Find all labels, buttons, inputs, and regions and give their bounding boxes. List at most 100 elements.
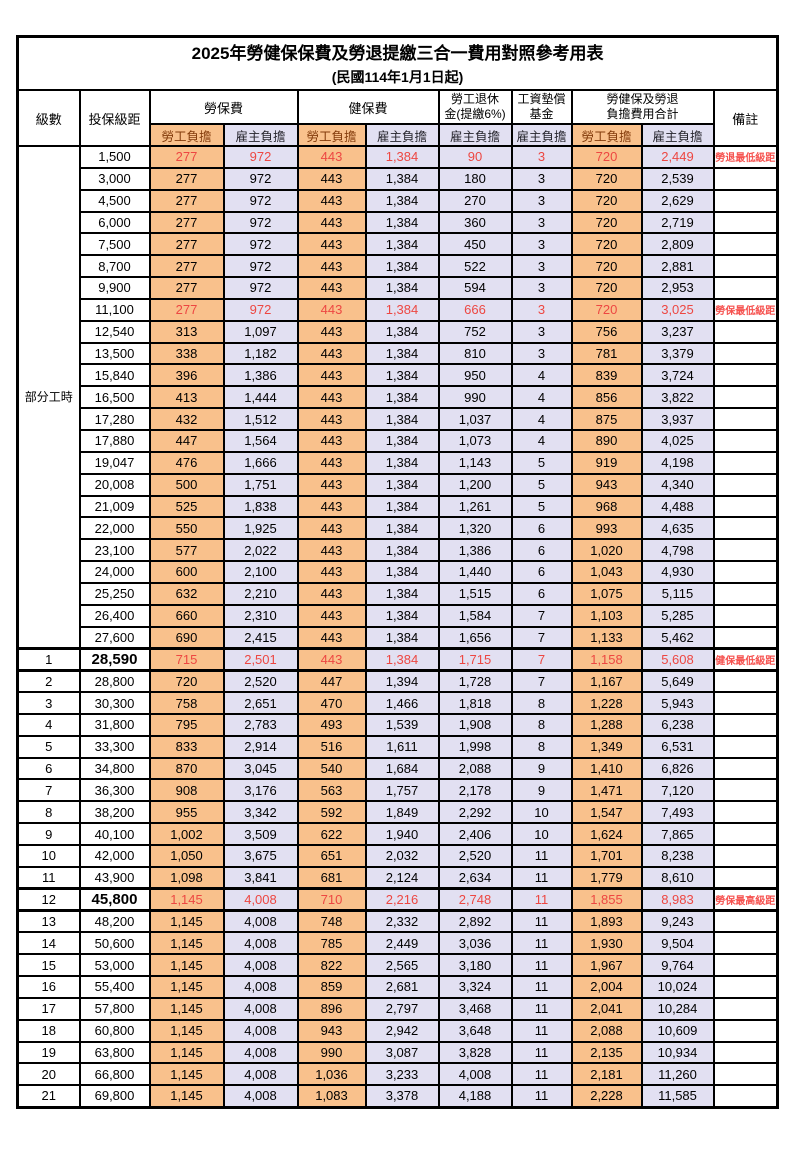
labor-ins-employer-cell: 4,008: [222, 1062, 299, 1087]
wage-fund-employer-cell: 11: [510, 975, 573, 999]
labor-ins-employer-cell: 3,841: [222, 865, 299, 890]
bracket-cell: 17,880: [78, 428, 151, 453]
total-employee-cell: 720: [570, 232, 643, 257]
pension-employer-cell: 3,648: [437, 1018, 513, 1043]
health-ins-employer-cell: 1,384: [364, 188, 440, 213]
labor-ins-employee-cell: 277: [148, 276, 225, 300]
bracket-cell: 15,840: [78, 363, 151, 388]
pension-employer-cell: 2,634: [437, 865, 513, 890]
health-ins-employee-cell: 822: [296, 953, 367, 978]
total-employee-cell: 919: [570, 450, 643, 475]
labor-ins-employee-cell: 277: [148, 232, 225, 257]
health-ins-employee-cell: 443: [296, 363, 367, 388]
table-row: 4 31,800 795 2,783 493 1,539 1,908 8 1,288 6,238: [16, 712, 779, 737]
table-row: 6,000 277 972 443 1,384 360 3 720 2,719: [18, 210, 779, 235]
total-employer-cell: 5,649: [640, 669, 715, 694]
total-employer-cell: 9,764: [640, 953, 715, 978]
table-row: 24,000 600 2,100 443 1,384 1,440 6 1,043 4,930: [18, 560, 779, 584]
table-row: 15 53,000 1,145 4,008 822 2,565 3,180 11 1,967 9,…: [16, 953, 779, 978]
remark-cell: [712, 560, 779, 584]
pension-employer-cell: 1,515: [437, 581, 513, 606]
wage-fund-employer-cell: 3: [510, 276, 573, 300]
health-ins-employee-cell: 443: [296, 516, 367, 541]
labor-ins-employer-cell: 2,520: [222, 669, 299, 694]
level-cell: 11: [16, 865, 81, 890]
health-ins-employee-cell: 443: [296, 166, 367, 191]
table-row: 部分工時 1,500 277 972 443 1,384 90 3 720 2,449 勞退最低級距: [16, 144, 779, 650]
header-level: 級數: [16, 89, 81, 147]
bracket-cell: 36,300: [78, 778, 151, 803]
pension-employer-cell: 2,892: [437, 909, 513, 934]
header-labor-insurance: 勞保費: [148, 89, 299, 125]
level-cell: 4: [16, 712, 81, 737]
total-employer-cell: 5,285: [640, 603, 715, 628]
labor-ins-employee-cell: 1,002: [148, 822, 225, 846]
level-cell: 1: [16, 646, 81, 672]
bracket-cell: 40,100: [78, 822, 151, 846]
total-employee-cell: 1,967: [570, 953, 643, 978]
total-employer-cell: 11,585: [640, 1084, 715, 1109]
labor-ins-employee-cell: 1,098: [148, 865, 225, 890]
remark-cell: [712, 363, 779, 388]
total-employee-cell: 1,103: [570, 603, 643, 628]
health-ins-employee-cell: 1,083: [296, 1084, 367, 1109]
remark-cell: [712, 581, 779, 606]
page: { "title": "2025年勞健保保費及勞退提繳三合一費用對照參考用表",…: [0, 35, 791, 1155]
bracket-cell: 25,250: [78, 581, 151, 606]
labor-ins-employer-cell: 1,838: [222, 494, 299, 519]
bracket-cell: 42,000: [78, 844, 151, 868]
wage-fund-employer-cell: 8: [510, 712, 573, 737]
health-ins-employer-cell: 3,087: [364, 1040, 440, 1065]
remark-cell: [712, 188, 779, 213]
labor-ins-employer-cell: 972: [222, 254, 299, 279]
wage-fund-employer-cell: 6: [510, 538, 573, 563]
bracket-cell: 16,500: [78, 385, 151, 410]
labor-ins-employer-cell: 4,008: [222, 931, 299, 956]
labor-ins-employee-cell: 1,145: [148, 1040, 225, 1065]
remark-cell: [712, 844, 779, 868]
pension-employer-cell: 1,584: [437, 603, 513, 628]
pension-employer-cell: 3,036: [437, 931, 513, 956]
labor-ins-employee-cell: 660: [148, 603, 225, 628]
total-employee-cell: 1,855: [570, 887, 643, 913]
total-employer-cell: 10,609: [640, 1018, 715, 1043]
wage-fund-employer-cell: 4: [510, 428, 573, 453]
header-sub-row: 勞工負擔 雇主負擔 勞工負擔 雇主負擔 雇主負擔 雇主負擔 勞工負擔 雇主負擔: [18, 123, 778, 147]
total-employee-cell: 2,088: [570, 1018, 643, 1043]
labor-ins-employer-cell: 972: [222, 188, 299, 213]
level-cell: 9: [16, 822, 81, 846]
table-row: 22,000 550 1,925 443 1,384 1,320 6 993 4,635: [18, 516, 779, 541]
pension-employer-cell: 180: [437, 166, 513, 191]
total-employer-cell: 9,504: [640, 931, 715, 956]
wage-fund-employer-cell: 3: [510, 254, 573, 279]
remark-cell: [712, 822, 779, 846]
labor-ins-employee-cell: 715: [148, 646, 225, 672]
wage-fund-employer-cell: 8: [510, 734, 573, 759]
total-employer-cell: 3,025: [640, 297, 715, 322]
table-body: 部分工時 1,500 277 972 443 1,384 90 3 720 2,449 勞退最低級距…: [16, 144, 779, 1109]
table-row: 10 42,000 1,050 3,675 651 2,032 2,520 11 1,701 8,…: [16, 844, 779, 868]
health-ins-employer-cell: 1,384: [364, 210, 440, 235]
total-employee-cell: 1,349: [570, 734, 643, 759]
remark-cell: [712, 232, 779, 257]
total-employee-cell: 1,624: [570, 822, 643, 846]
health-ins-employee-cell: 785: [296, 931, 367, 956]
labor-ins-employee-cell: 313: [148, 319, 225, 344]
pension-employer-cell: 1,320: [437, 516, 513, 541]
total-employee-cell: 1,158: [570, 646, 643, 672]
health-ins-employee-cell: 622: [296, 822, 367, 846]
health-ins-employer-cell: 2,216: [364, 887, 440, 913]
total-employee-cell: 1,547: [570, 800, 643, 825]
labor-ins-employee-cell: 500: [148, 472, 225, 497]
header-health-insurance: 健保費: [296, 89, 440, 125]
bracket-cell: 28,800: [78, 669, 151, 694]
remark-cell: [712, 450, 779, 475]
health-ins-employee-cell: 470: [296, 691, 367, 715]
labor-ins-employer-cell: 1,564: [222, 428, 299, 453]
table-row: 13,500 338 1,182 443 1,384 810 3 781 3,379: [18, 341, 779, 366]
table-row: 11,100 277 972 443 1,384 666 3 720 3,025 勞保最低級距: [18, 297, 779, 322]
pension-employer-cell: 950: [437, 363, 513, 388]
labor-ins-employee-cell: 1,145: [148, 1084, 225, 1109]
total-employer-cell: 5,115: [640, 581, 715, 606]
remark-cell: [712, 931, 779, 956]
